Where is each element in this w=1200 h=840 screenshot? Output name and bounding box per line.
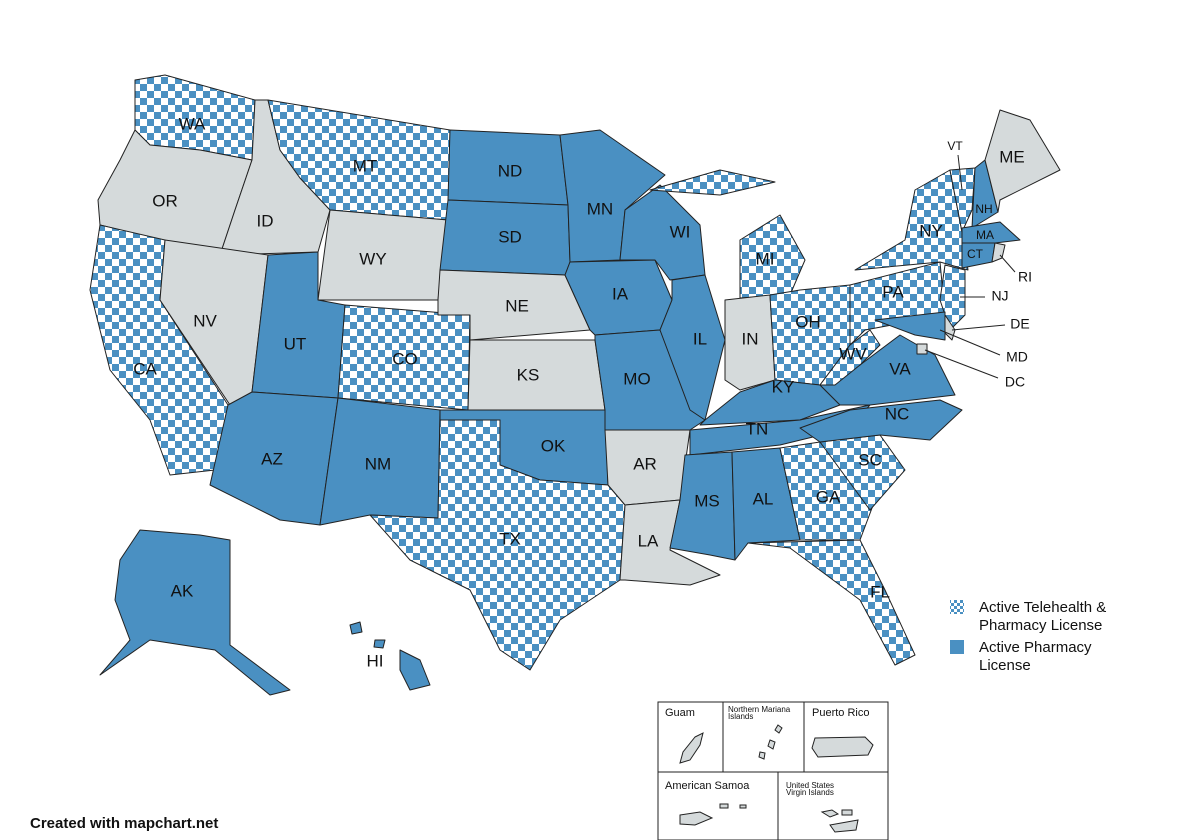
legend-label: Pharmacy License [979, 617, 1102, 634]
state-label: ME [999, 147, 1025, 166]
state-label: NE [505, 296, 529, 315]
credit: Created with mapchart.net [30, 815, 218, 832]
state-label: NM [365, 454, 391, 473]
state-label: MI [756, 249, 775, 268]
state-label: MA [976, 228, 994, 242]
state [949, 167, 976, 233]
state [984, 109, 1061, 213]
state-label: MT [353, 156, 378, 175]
state-label: MO [623, 369, 650, 388]
leader-line [957, 154, 963, 191]
state-label: DE [1010, 316, 1029, 332]
state-label: WV [839, 344, 867, 363]
state-label: ND [498, 161, 523, 180]
state [916, 343, 928, 355]
usvi-shape [820, 809, 859, 833]
state-label: AK [171, 581, 194, 600]
state-label: FL [870, 582, 890, 601]
state-label: SD [498, 227, 522, 246]
state-labels: WA OR CA ID NV MT WY UT AZ CO NM ND SD NE KS OK TX MN IA MO… [133, 114, 1032, 670]
state-label: TN [746, 419, 769, 438]
state-label: CO [392, 349, 418, 368]
pr-shape [811, 736, 874, 758]
state [349, 621, 431, 691]
legend-swatch [950, 600, 964, 614]
state-label: OK [541, 436, 566, 455]
state-label: MS [694, 491, 720, 510]
territory-label: Puerto Rico [812, 707, 869, 719]
state-label: ID [257, 211, 274, 230]
state-label: IN [742, 329, 759, 348]
state-label: IA [612, 284, 629, 303]
state-label: NC [885, 404, 910, 423]
territory-label: Northern Mariana [728, 705, 791, 714]
nmi-shape [758, 724, 783, 760]
state [724, 294, 776, 391]
state-label: WI [670, 222, 691, 241]
guam-shape [679, 732, 704, 764]
state-label: NV [193, 311, 217, 330]
samoa-shape [679, 803, 747, 826]
state-label: CA [133, 359, 157, 378]
state-label: VA [889, 359, 911, 378]
state-label: WY [359, 249, 386, 268]
state [747, 539, 916, 666]
state-label: RI [1018, 269, 1032, 285]
state-label: DC [1005, 374, 1025, 390]
state-label: NH [975, 202, 992, 216]
territory-box [657, 701, 889, 840]
legend: Active Telehealth &Pharmacy License Activ… [950, 599, 1106, 674]
state-label: OH [795, 312, 821, 331]
state-label: CT [967, 247, 984, 261]
leader-line [999, 254, 1016, 273]
states [89, 74, 1061, 696]
state-label: AL [753, 489, 774, 508]
leader-line [939, 329, 1001, 356]
state-label: SC [858, 450, 882, 469]
state [99, 529, 291, 696]
territory-label: Islands [728, 712, 753, 721]
state-label: IL [693, 329, 707, 348]
territory-label: American Samoa [665, 780, 750, 792]
territory-label: Guam [665, 707, 695, 719]
leader-line [951, 324, 1006, 331]
state-label: VT [947, 139, 963, 153]
state-label: LA [638, 531, 659, 550]
state [874, 311, 946, 341]
state-label: NY [919, 221, 943, 240]
state-label: AZ [261, 449, 283, 468]
state-label: KY [772, 377, 795, 396]
legend-swatch [950, 640, 964, 654]
legend-label: Active Telehealth & [979, 599, 1106, 616]
state-label: AR [633, 454, 657, 473]
legend-label: License [979, 657, 1031, 674]
state [649, 169, 806, 299]
state-label: HI [367, 651, 384, 670]
territory-label: Virgin Islands [786, 788, 834, 797]
state [731, 447, 801, 561]
state [939, 264, 966, 331]
state-label: MN [587, 199, 613, 218]
state-label: TX [499, 529, 521, 548]
state-label: GA [816, 487, 841, 506]
state-label: PA [882, 282, 904, 301]
legend-label: Active Pharmacy [979, 639, 1092, 656]
leader-line [924, 349, 999, 379]
state-label: KS [517, 365, 540, 384]
state [961, 221, 1021, 244]
state-label: MD [1006, 349, 1028, 365]
state-label: UT [284, 334, 307, 353]
state [854, 169, 969, 271]
state-label: WA [179, 114, 206, 133]
state-label: OR [152, 191, 178, 210]
state [779, 441, 876, 541]
state [369, 419, 626, 671]
state [799, 399, 963, 443]
state-label: NJ [991, 288, 1008, 304]
territory-label: United States [786, 781, 834, 790]
